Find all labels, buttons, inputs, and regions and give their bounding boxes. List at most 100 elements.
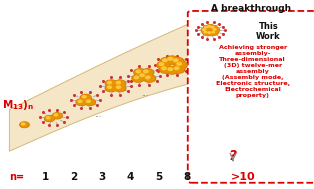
Text: 4: 4 (127, 172, 134, 182)
Text: ...: ... (141, 89, 148, 98)
Circle shape (20, 122, 29, 127)
Circle shape (20, 122, 29, 128)
Circle shape (163, 59, 167, 62)
Circle shape (207, 25, 214, 29)
Text: n=: n= (9, 172, 24, 182)
Circle shape (138, 73, 149, 79)
Circle shape (134, 69, 146, 76)
Circle shape (116, 81, 121, 84)
Circle shape (210, 26, 217, 30)
Circle shape (158, 62, 169, 68)
Circle shape (203, 30, 210, 35)
Circle shape (203, 29, 205, 30)
Circle shape (166, 56, 178, 64)
Circle shape (212, 28, 219, 32)
Circle shape (87, 100, 90, 102)
Circle shape (143, 75, 156, 82)
Circle shape (106, 81, 116, 87)
Circle shape (208, 26, 211, 27)
Circle shape (76, 99, 87, 105)
Circle shape (105, 85, 117, 92)
Circle shape (172, 66, 185, 73)
Circle shape (146, 76, 150, 79)
Circle shape (107, 81, 111, 84)
Circle shape (140, 74, 144, 76)
Circle shape (115, 81, 125, 87)
Circle shape (114, 80, 126, 87)
Circle shape (168, 57, 172, 60)
Circle shape (135, 69, 145, 76)
Text: 2: 2 (70, 172, 78, 182)
Circle shape (202, 28, 208, 32)
Circle shape (168, 68, 172, 70)
Circle shape (207, 31, 214, 35)
Circle shape (82, 96, 86, 98)
Circle shape (157, 61, 170, 69)
Circle shape (144, 75, 155, 82)
Circle shape (177, 63, 181, 65)
Circle shape (134, 76, 138, 79)
Circle shape (160, 58, 173, 65)
Circle shape (133, 75, 143, 82)
Circle shape (161, 58, 172, 65)
Circle shape (80, 94, 91, 101)
Circle shape (107, 86, 111, 88)
Circle shape (77, 99, 86, 105)
Text: >10: >10 (231, 172, 256, 182)
Circle shape (166, 66, 178, 74)
Circle shape (144, 70, 148, 73)
Circle shape (45, 116, 54, 121)
Circle shape (204, 26, 210, 30)
Text: A breakthrough: A breakthrough (211, 4, 291, 13)
Text: 1: 1 (42, 172, 49, 182)
Circle shape (204, 31, 207, 33)
Circle shape (175, 61, 187, 69)
Circle shape (167, 67, 177, 74)
Circle shape (162, 67, 166, 70)
Text: This
Work: This Work (256, 22, 281, 41)
Circle shape (81, 95, 90, 100)
Circle shape (213, 29, 216, 30)
Circle shape (212, 31, 214, 33)
Circle shape (201, 28, 209, 33)
Circle shape (205, 26, 207, 28)
Circle shape (213, 28, 219, 32)
Circle shape (138, 73, 150, 80)
Circle shape (84, 99, 95, 105)
Circle shape (52, 113, 62, 119)
Circle shape (171, 58, 184, 65)
Circle shape (159, 63, 164, 65)
Circle shape (132, 75, 144, 82)
Circle shape (115, 85, 125, 91)
Circle shape (173, 66, 184, 73)
Circle shape (78, 100, 82, 102)
Circle shape (211, 31, 218, 35)
Polygon shape (192, 23, 198, 83)
Circle shape (45, 116, 55, 122)
Polygon shape (9, 23, 192, 151)
Circle shape (106, 85, 116, 91)
Circle shape (175, 67, 179, 70)
Text: ?: ? (229, 149, 237, 163)
Circle shape (105, 80, 117, 87)
Circle shape (210, 30, 218, 35)
Circle shape (203, 31, 210, 35)
FancyBboxPatch shape (188, 11, 314, 183)
Circle shape (22, 123, 25, 125)
Circle shape (173, 59, 178, 62)
Circle shape (207, 31, 214, 36)
Circle shape (160, 66, 172, 73)
Circle shape (172, 58, 183, 65)
Circle shape (208, 32, 211, 33)
Text: $\mathbf{M_{13})_n}$: $\mathbf{M_{13})_n}$ (2, 98, 34, 112)
Circle shape (53, 113, 62, 118)
Circle shape (176, 62, 186, 68)
Circle shape (46, 117, 50, 119)
Circle shape (211, 26, 214, 28)
Circle shape (210, 26, 218, 30)
Circle shape (116, 86, 121, 88)
Circle shape (203, 26, 211, 30)
Circle shape (114, 85, 126, 92)
Text: Achieving stronger
assembly-
Three-dimensional
(3D) twelve-mer
assembly
(Assembl: Achieving stronger assembly- Three-dimen… (216, 45, 290, 98)
Circle shape (207, 25, 214, 29)
